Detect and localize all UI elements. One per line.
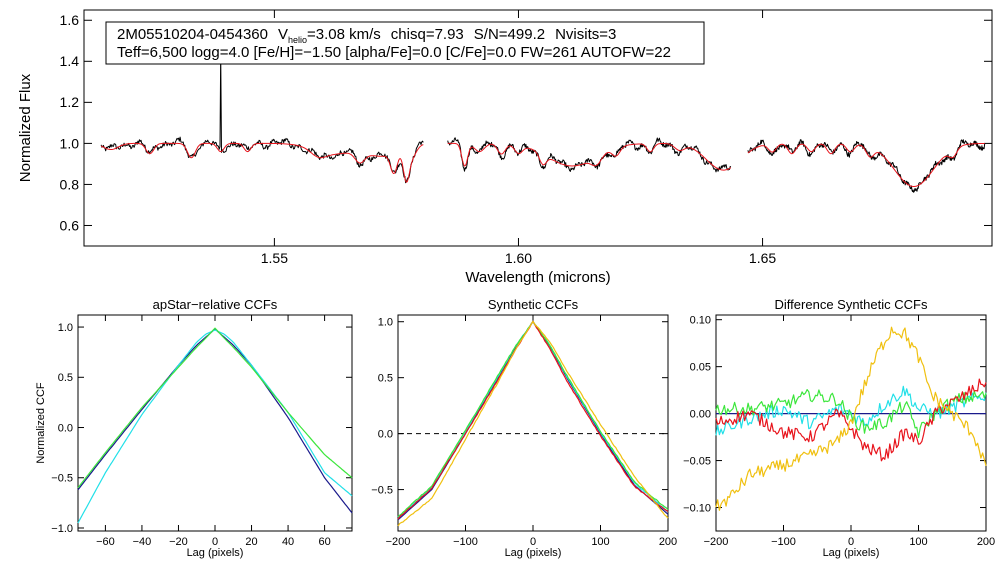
star-id: 2M05510204-0454360: [117, 26, 268, 43]
synthetic-y-tick-label: 0.5: [378, 373, 393, 385]
difference-y-tick-label: 0.10: [690, 315, 711, 327]
apstar-x-tick-label: −60: [96, 536, 115, 548]
spectrum-model-line: [747, 143, 985, 187]
spectrum-series: [100, 52, 986, 193]
synthetic-title: Synthetic CCFs: [488, 297, 579, 312]
apstar-x-tick-label: −40: [133, 536, 152, 548]
apstar-ccf-panel: −60 −40 −20 0 20 40 60 −1.0 −0.5 0.0 0.5 1.0 apStar…: [35, 297, 353, 559]
info-box: 2M05510204-0454360 Vhelio=3.08 km/s chisq=…: [105, 21, 705, 65]
apstar-ticks: −60 −40 −20 0 20 40 60 −1.0 −0.5 0.0 0.5 1.0: [51, 315, 352, 548]
difference-x-axis-label: Lag (pixels): [823, 547, 880, 559]
synthetic-x-tick-label: 0: [530, 536, 536, 548]
vhelio-symbol: V: [278, 26, 288, 43]
spectrum-x-axis-label: Wavelength (microns): [465, 269, 610, 286]
spectrum-x-tick-label: 1.65: [749, 250, 776, 266]
synthetic-x-axis-label: Lag (pixels): [505, 547, 562, 559]
vhelio-subscript: helio: [288, 35, 307, 45]
apstar-series: [77, 327, 353, 524]
spectrum-ticks: 1.55 1.60 1.65 0.6 0.8 1.0 1.2 1.4 1.6: [60, 10, 992, 266]
synthetic-x-tick-label: 200: [659, 536, 677, 548]
difference-x-tick-label: 200: [977, 536, 995, 548]
spectrum-x-tick-label: 1.60: [505, 250, 532, 266]
chisq-value: chisq=7.93: [391, 26, 464, 43]
spectrum-x-tick-label: 1.55: [261, 250, 288, 266]
spectrum-y-axis-label: Normalized Flux: [17, 73, 34, 182]
difference-ccf-panel: −200 −100 0 100 200 −0.10 −0.05 0.00 0.05 0.10 Di…: [683, 297, 995, 559]
apstar-x-tick-label: 40: [282, 536, 294, 548]
apstar-y-axis-label: Normalized CCF: [35, 382, 47, 464]
spectrum-model-line: [447, 142, 732, 171]
apstar-y-tick-label: 0.5: [58, 372, 73, 384]
apstar-title: apStar−relative CCFs: [153, 297, 278, 312]
spectrum-y-tick-label: 1.2: [60, 94, 80, 110]
difference-x-tick-label: −100: [771, 536, 796, 548]
difference-x-tick-label: 0: [848, 536, 854, 548]
synthetic-x-tick-label: −200: [386, 536, 411, 548]
nvisits-value: Nvisits=3: [555, 26, 616, 43]
synthetic-x-tick-label: −100: [453, 536, 478, 548]
apstar-series-cyan: [77, 329, 353, 524]
apstar-x-tick-label: 60: [318, 536, 330, 548]
difference-y-tick-label: −0.05: [683, 455, 711, 467]
spectrum-y-tick-label: 0.6: [60, 217, 80, 233]
synthetic-series: [397, 320, 669, 527]
difference-y-tick-label: 0.00: [690, 408, 711, 420]
apstar-series-blue: [77, 328, 353, 514]
difference-series: [715, 326, 987, 511]
apstar-y-tick-label: 0.0: [58, 422, 73, 434]
synthetic-x-tick-label: 100: [591, 536, 609, 548]
spectrum-panel: 1.55 1.60 1.65 0.6 0.8 1.0 1.2 1.4 1.6 Normalize…: [17, 9, 993, 286]
synthetic-ticks: −200 −100 0 100 200 −0.5 0.0 0.5 1.0: [371, 315, 677, 548]
vhelio-value: =3.08 km/s: [307, 26, 381, 43]
synthetic-y-tick-label: −0.5: [371, 484, 393, 496]
difference-x-tick-label: −200: [704, 536, 729, 548]
difference-series-green: [715, 389, 987, 439]
apstar-x-tick-label: −20: [169, 536, 188, 548]
apstar-x-axis-label: Lag (pixels): [187, 547, 244, 559]
apstar-x-tick-label: 0: [212, 536, 218, 548]
apstar-y-tick-label: −0.5: [51, 473, 73, 485]
spectrum-plot-frame: [83, 9, 993, 247]
synthetic-series-orange: [397, 320, 669, 527]
spectrum-y-tick-label: 1.4: [60, 53, 80, 69]
info-line-2: Teff=6,500 logg=4.0 [Fe/H]=−1.50 [alpha/…: [117, 44, 671, 61]
apstar-series-green: [77, 327, 353, 489]
difference-series-red: [715, 378, 987, 462]
apstar-y-tick-label: 1.0: [58, 322, 73, 334]
spectrum-model-line: [100, 142, 424, 183]
info-box-frame: [105, 21, 705, 65]
apstar-x-tick-label: 20: [245, 536, 257, 548]
spectrum-y-tick-label: 1.0: [60, 135, 80, 151]
spectrum-y-tick-label: 0.8: [60, 176, 80, 192]
synthetic-y-tick-label: 1.0: [378, 317, 393, 329]
snr-value: S/N=499.2: [474, 26, 545, 43]
spectrum-y-tick-label: 1.6: [60, 12, 80, 28]
difference-x-tick-label: 100: [909, 536, 927, 548]
apstar-y-tick-label: −1.0: [51, 523, 73, 535]
info-line-1: 2M05510204-0454360 Vhelio=3.08 km/s chisq=…: [117, 26, 616, 45]
synthetic-y-tick-label: 0.0: [378, 428, 393, 440]
difference-y-tick-label: 0.05: [690, 362, 711, 374]
synthetic-ccf-panel: −200 −100 0 100 200 −0.5 0.0 0.5 1.0 Synthetic C…: [371, 297, 677, 559]
difference-y-tick-label: −0.10: [683, 502, 711, 514]
difference-title: Difference Synthetic CCFs: [775, 297, 928, 312]
difference-series-orange: [715, 326, 987, 511]
